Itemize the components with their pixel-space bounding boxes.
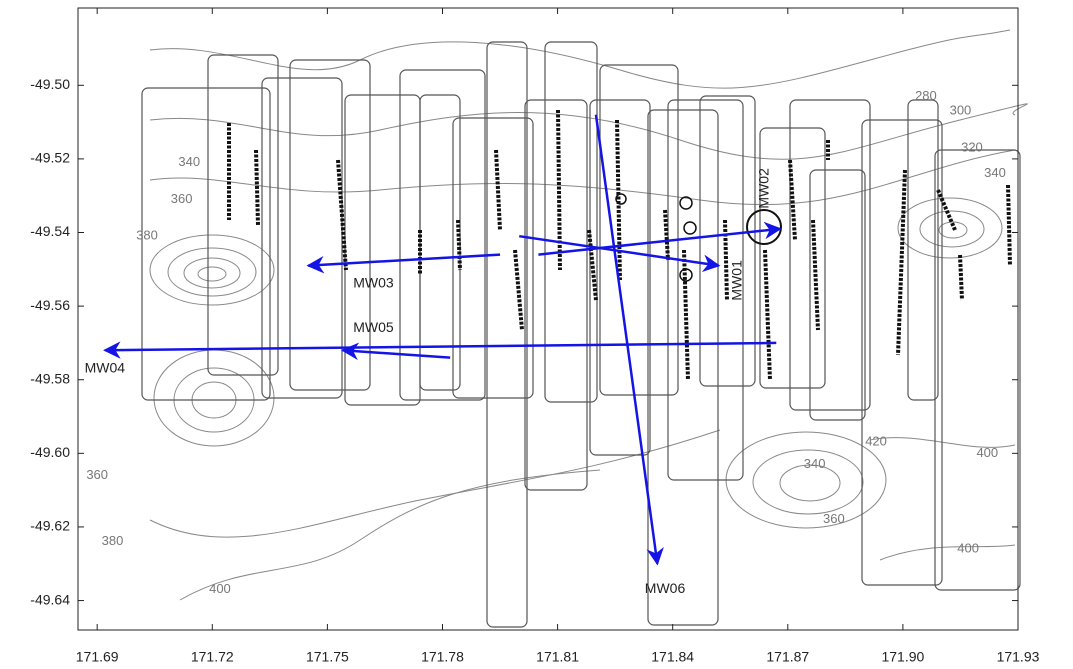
- x-tick-label: 171.69: [76, 649, 119, 665]
- contour-label: 280: [915, 88, 937, 103]
- contour-label: 380: [136, 228, 158, 243]
- well-arrow: [306, 253, 501, 274]
- y-tick-label: -49.50: [30, 76, 70, 92]
- well-label: MW03: [353, 275, 394, 291]
- y-tick-label: -49.56: [30, 297, 70, 313]
- x-tick-label: 171.72: [191, 649, 234, 665]
- x-tick-label: 171.75: [306, 649, 349, 665]
- x-tick-label: 171.93: [997, 649, 1040, 665]
- well-arrow: [340, 342, 451, 361]
- contour-label: 400: [976, 445, 998, 460]
- y-tick-label: -49.62: [30, 518, 70, 534]
- contour-label: 300: [950, 102, 972, 117]
- well-label: MW06: [645, 580, 686, 596]
- contour-label: 340: [984, 165, 1006, 180]
- y-tick-label: -49.60: [30, 444, 70, 460]
- y-tick-label: -49.58: [30, 370, 70, 386]
- x-tick-label: 171.84: [651, 649, 694, 665]
- y-tick-label: -49.52: [30, 150, 70, 166]
- contour-label: 380: [102, 533, 124, 548]
- well-arrow: [538, 221, 782, 256]
- well-label: MW05: [353, 319, 394, 335]
- well-arrow: [594, 114, 664, 566]
- well-arrow: [519, 234, 721, 272]
- x-tick-label: 171.87: [766, 649, 809, 665]
- contour-label: 400: [209, 581, 231, 596]
- well-arrow: [103, 341, 777, 359]
- y-tick-label: -49.54: [30, 223, 70, 239]
- contour-label: 360: [171, 191, 193, 206]
- x-tick-label: 171.78: [421, 649, 464, 665]
- plot-frame: [77, 7, 1019, 631]
- contour-label: 360: [86, 467, 108, 482]
- contour-label: 360: [823, 511, 845, 526]
- x-tick-label: 171.81: [536, 649, 579, 665]
- well-label: MW02: [755, 168, 771, 209]
- x-tick-label: 171.90: [881, 649, 924, 665]
- contour-label: 400: [957, 540, 979, 555]
- contour-label: 340: [804, 456, 826, 471]
- contour-label: 420: [865, 434, 887, 449]
- well-label: MW01: [729, 260, 745, 301]
- well-label: MW04: [85, 359, 126, 375]
- y-tick-label: -49.64: [30, 591, 70, 607]
- contour-label: 340: [178, 154, 200, 169]
- contour-label: 320: [961, 139, 983, 154]
- contours: [149, 29, 1028, 601]
